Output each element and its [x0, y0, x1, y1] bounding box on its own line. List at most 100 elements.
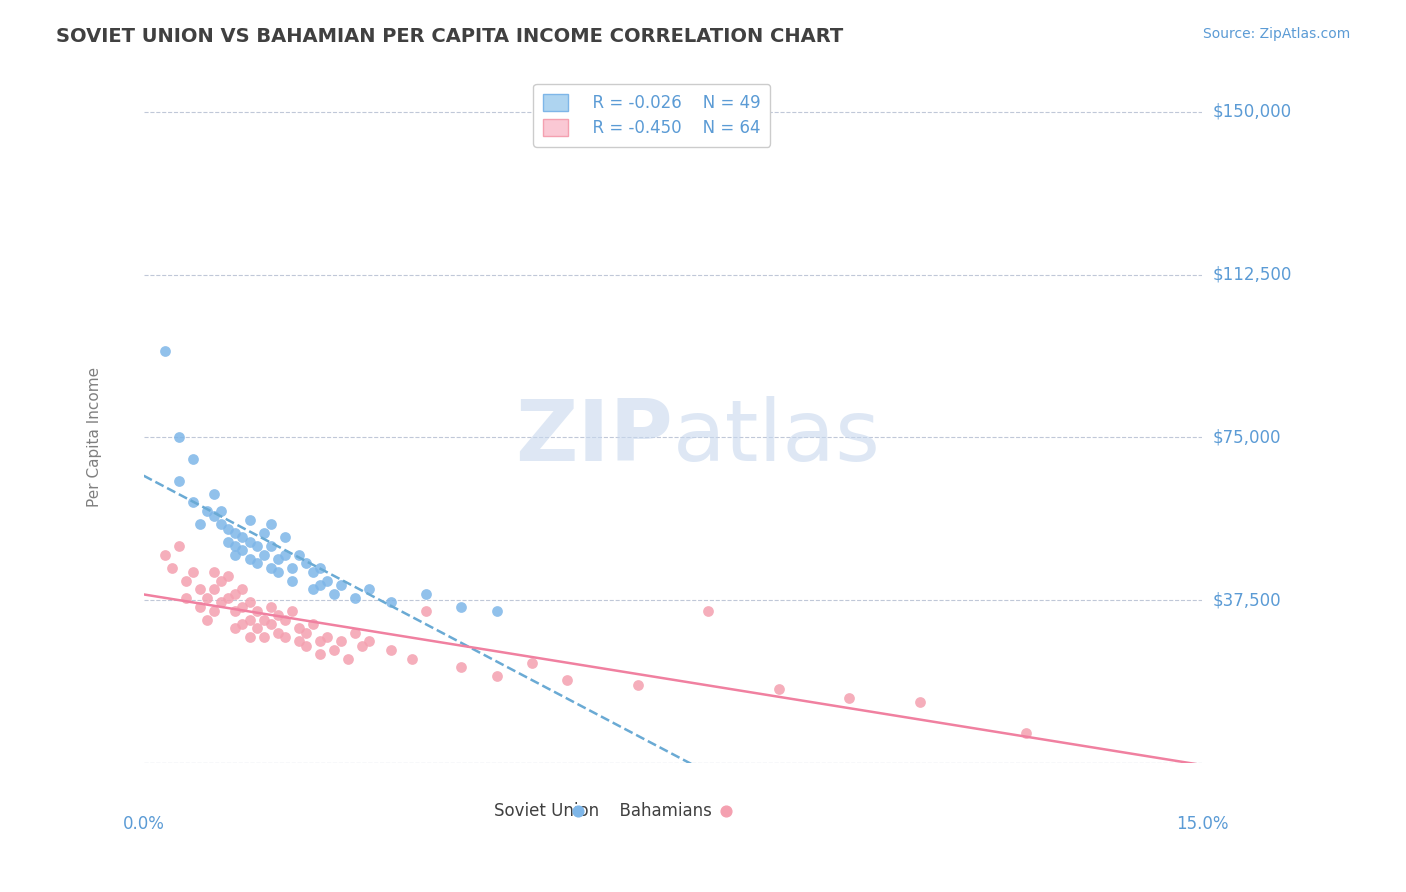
Point [302, 565, 325, 579]
Point [217, 522, 239, 536]
Text: 0.0%: 0.0% [122, 815, 165, 833]
Point [450, 660, 472, 674]
Point [181, 495, 204, 509]
Point [768, 682, 790, 697]
Point [224, 621, 246, 635]
Point [167, 474, 190, 488]
Point [188, 517, 211, 532]
Point [295, 556, 318, 570]
Point [181, 452, 204, 467]
Point [330, 578, 353, 592]
Point [253, 525, 276, 540]
Text: Bahamians: Bahamians [609, 803, 713, 821]
Point [181, 565, 204, 579]
Point [231, 582, 253, 597]
Point [174, 574, 197, 588]
Point [217, 591, 239, 605]
Point [302, 582, 325, 597]
Point [195, 613, 218, 627]
Point [174, 591, 197, 605]
Point [188, 599, 211, 614]
Point [202, 508, 225, 523]
Point [260, 560, 283, 574]
Point [450, 599, 472, 614]
Point [245, 539, 267, 553]
Point [209, 574, 232, 588]
Point [344, 625, 367, 640]
Point [253, 630, 276, 644]
Point [202, 582, 225, 597]
Point [238, 595, 260, 609]
Point [160, 560, 183, 574]
Point [401, 651, 423, 665]
Point [231, 530, 253, 544]
Point [267, 552, 290, 566]
Point [288, 621, 311, 635]
Point [153, 548, 176, 562]
Point [908, 695, 931, 709]
Point [245, 621, 267, 635]
Legend:   R = -0.026    N = 49,   R = -0.450    N = 64: R = -0.026 N = 49, R = -0.450 N = 64 [533, 84, 770, 147]
Text: Source: ZipAtlas.com: Source: ZipAtlas.com [1202, 27, 1350, 41]
Point [167, 539, 190, 553]
Point [323, 587, 346, 601]
Point [309, 578, 332, 592]
Point [217, 569, 239, 583]
Point [260, 517, 283, 532]
Point [344, 591, 367, 605]
Point [485, 604, 508, 618]
Point [260, 617, 283, 632]
Point [281, 560, 304, 574]
Point [202, 487, 225, 501]
Point [224, 525, 246, 540]
Text: atlas: atlas [673, 396, 882, 479]
Point [209, 595, 232, 609]
Point [302, 617, 325, 632]
Point [202, 604, 225, 618]
Point [224, 548, 246, 562]
Point [267, 608, 290, 623]
Point [238, 613, 260, 627]
Point [838, 690, 860, 705]
Point [195, 591, 218, 605]
Point [217, 534, 239, 549]
Point [224, 604, 246, 618]
Point [323, 643, 346, 657]
Point [352, 639, 374, 653]
Point [309, 560, 332, 574]
Point [697, 604, 720, 618]
Point [209, 504, 232, 518]
Text: $112,500: $112,500 [1213, 266, 1292, 284]
Text: $75,000: $75,000 [1213, 428, 1281, 446]
Point [295, 625, 318, 640]
Point [359, 634, 381, 648]
Point [202, 565, 225, 579]
Text: Soviet Union: Soviet Union [494, 803, 599, 821]
Point [238, 552, 260, 566]
Point [309, 634, 332, 648]
Text: SOVIET UNION VS BAHAMIAN PER CAPITA INCOME CORRELATION CHART: SOVIET UNION VS BAHAMIAN PER CAPITA INCO… [56, 27, 844, 45]
Point [238, 513, 260, 527]
Point [274, 548, 297, 562]
Point [288, 548, 311, 562]
Point [231, 543, 253, 558]
Text: ZIP: ZIP [515, 396, 673, 479]
Point [281, 574, 304, 588]
Point [380, 595, 402, 609]
Point [330, 634, 353, 648]
Point [415, 604, 437, 618]
Point [231, 599, 253, 614]
Point [231, 617, 253, 632]
Point [415, 587, 437, 601]
Point [245, 604, 267, 618]
Point [555, 673, 578, 688]
Point [260, 599, 283, 614]
Text: $37,500: $37,500 [1213, 591, 1281, 609]
Point [274, 530, 297, 544]
Point [253, 548, 276, 562]
Point [267, 625, 290, 640]
Point [295, 639, 318, 653]
Point [380, 643, 402, 657]
Point [167, 430, 190, 444]
Point [359, 582, 381, 597]
